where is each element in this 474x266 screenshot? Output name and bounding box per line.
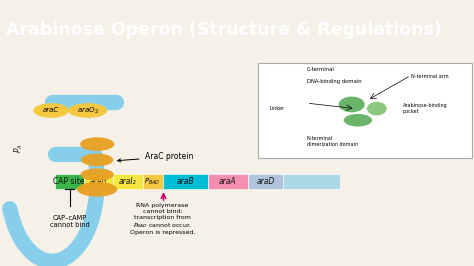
Ellipse shape [77,182,117,197]
Bar [248,173,283,189]
Text: Arabinose Operon (Structure & Regulations): Arabinose Operon (Structure & Regulation… [6,20,441,39]
Ellipse shape [81,168,114,181]
Ellipse shape [81,153,113,166]
Text: RNA polymerase
cannot bind:
transcription from
$P_{BAD}$ cannot occur.
Operon is: RNA polymerase cannot bind: transcriptio… [130,203,195,235]
Text: Arabinose-binding
pocket: Arabinose-binding pocket [402,103,447,114]
Ellipse shape [338,97,365,112]
Text: araI₂: araI₂ [119,177,137,186]
Bar [143,173,163,189]
Text: araO$_2$: araO$_2$ [77,105,99,116]
Text: C-terminal: C-terminal [307,67,335,72]
Bar [163,173,208,189]
Ellipse shape [344,114,372,127]
Text: N-terminal
dimerization domain: N-terminal dimerization domain [307,136,357,147]
Ellipse shape [68,103,107,118]
Text: $P_{BAD}$: $P_{BAD}$ [145,176,161,186]
Ellipse shape [80,137,114,151]
Text: araB: araB [176,177,194,186]
Text: araD: araD [256,177,275,186]
Text: Linker: Linker [269,106,284,111]
Bar [283,173,340,189]
Text: araC: araC [43,107,59,114]
Bar [113,173,143,189]
Text: DNA-binding domain: DNA-binding domain [307,79,361,84]
Text: N-terminal arm: N-terminal arm [411,73,448,78]
Text: araI₁: araI₁ [90,177,108,186]
Ellipse shape [367,102,387,115]
Bar [84,173,113,189]
Bar [208,173,248,189]
Text: CAP–cAMP
cannot bind: CAP–cAMP cannot bind [50,214,90,227]
FancyBboxPatch shape [258,63,472,158]
Text: CAP site: CAP site [54,177,85,186]
Text: AraC protein: AraC protein [118,152,193,162]
Text: $P_A$: $P_A$ [13,143,25,153]
Ellipse shape [33,103,69,118]
Text: araA: araA [219,177,237,186]
Bar [55,173,84,189]
